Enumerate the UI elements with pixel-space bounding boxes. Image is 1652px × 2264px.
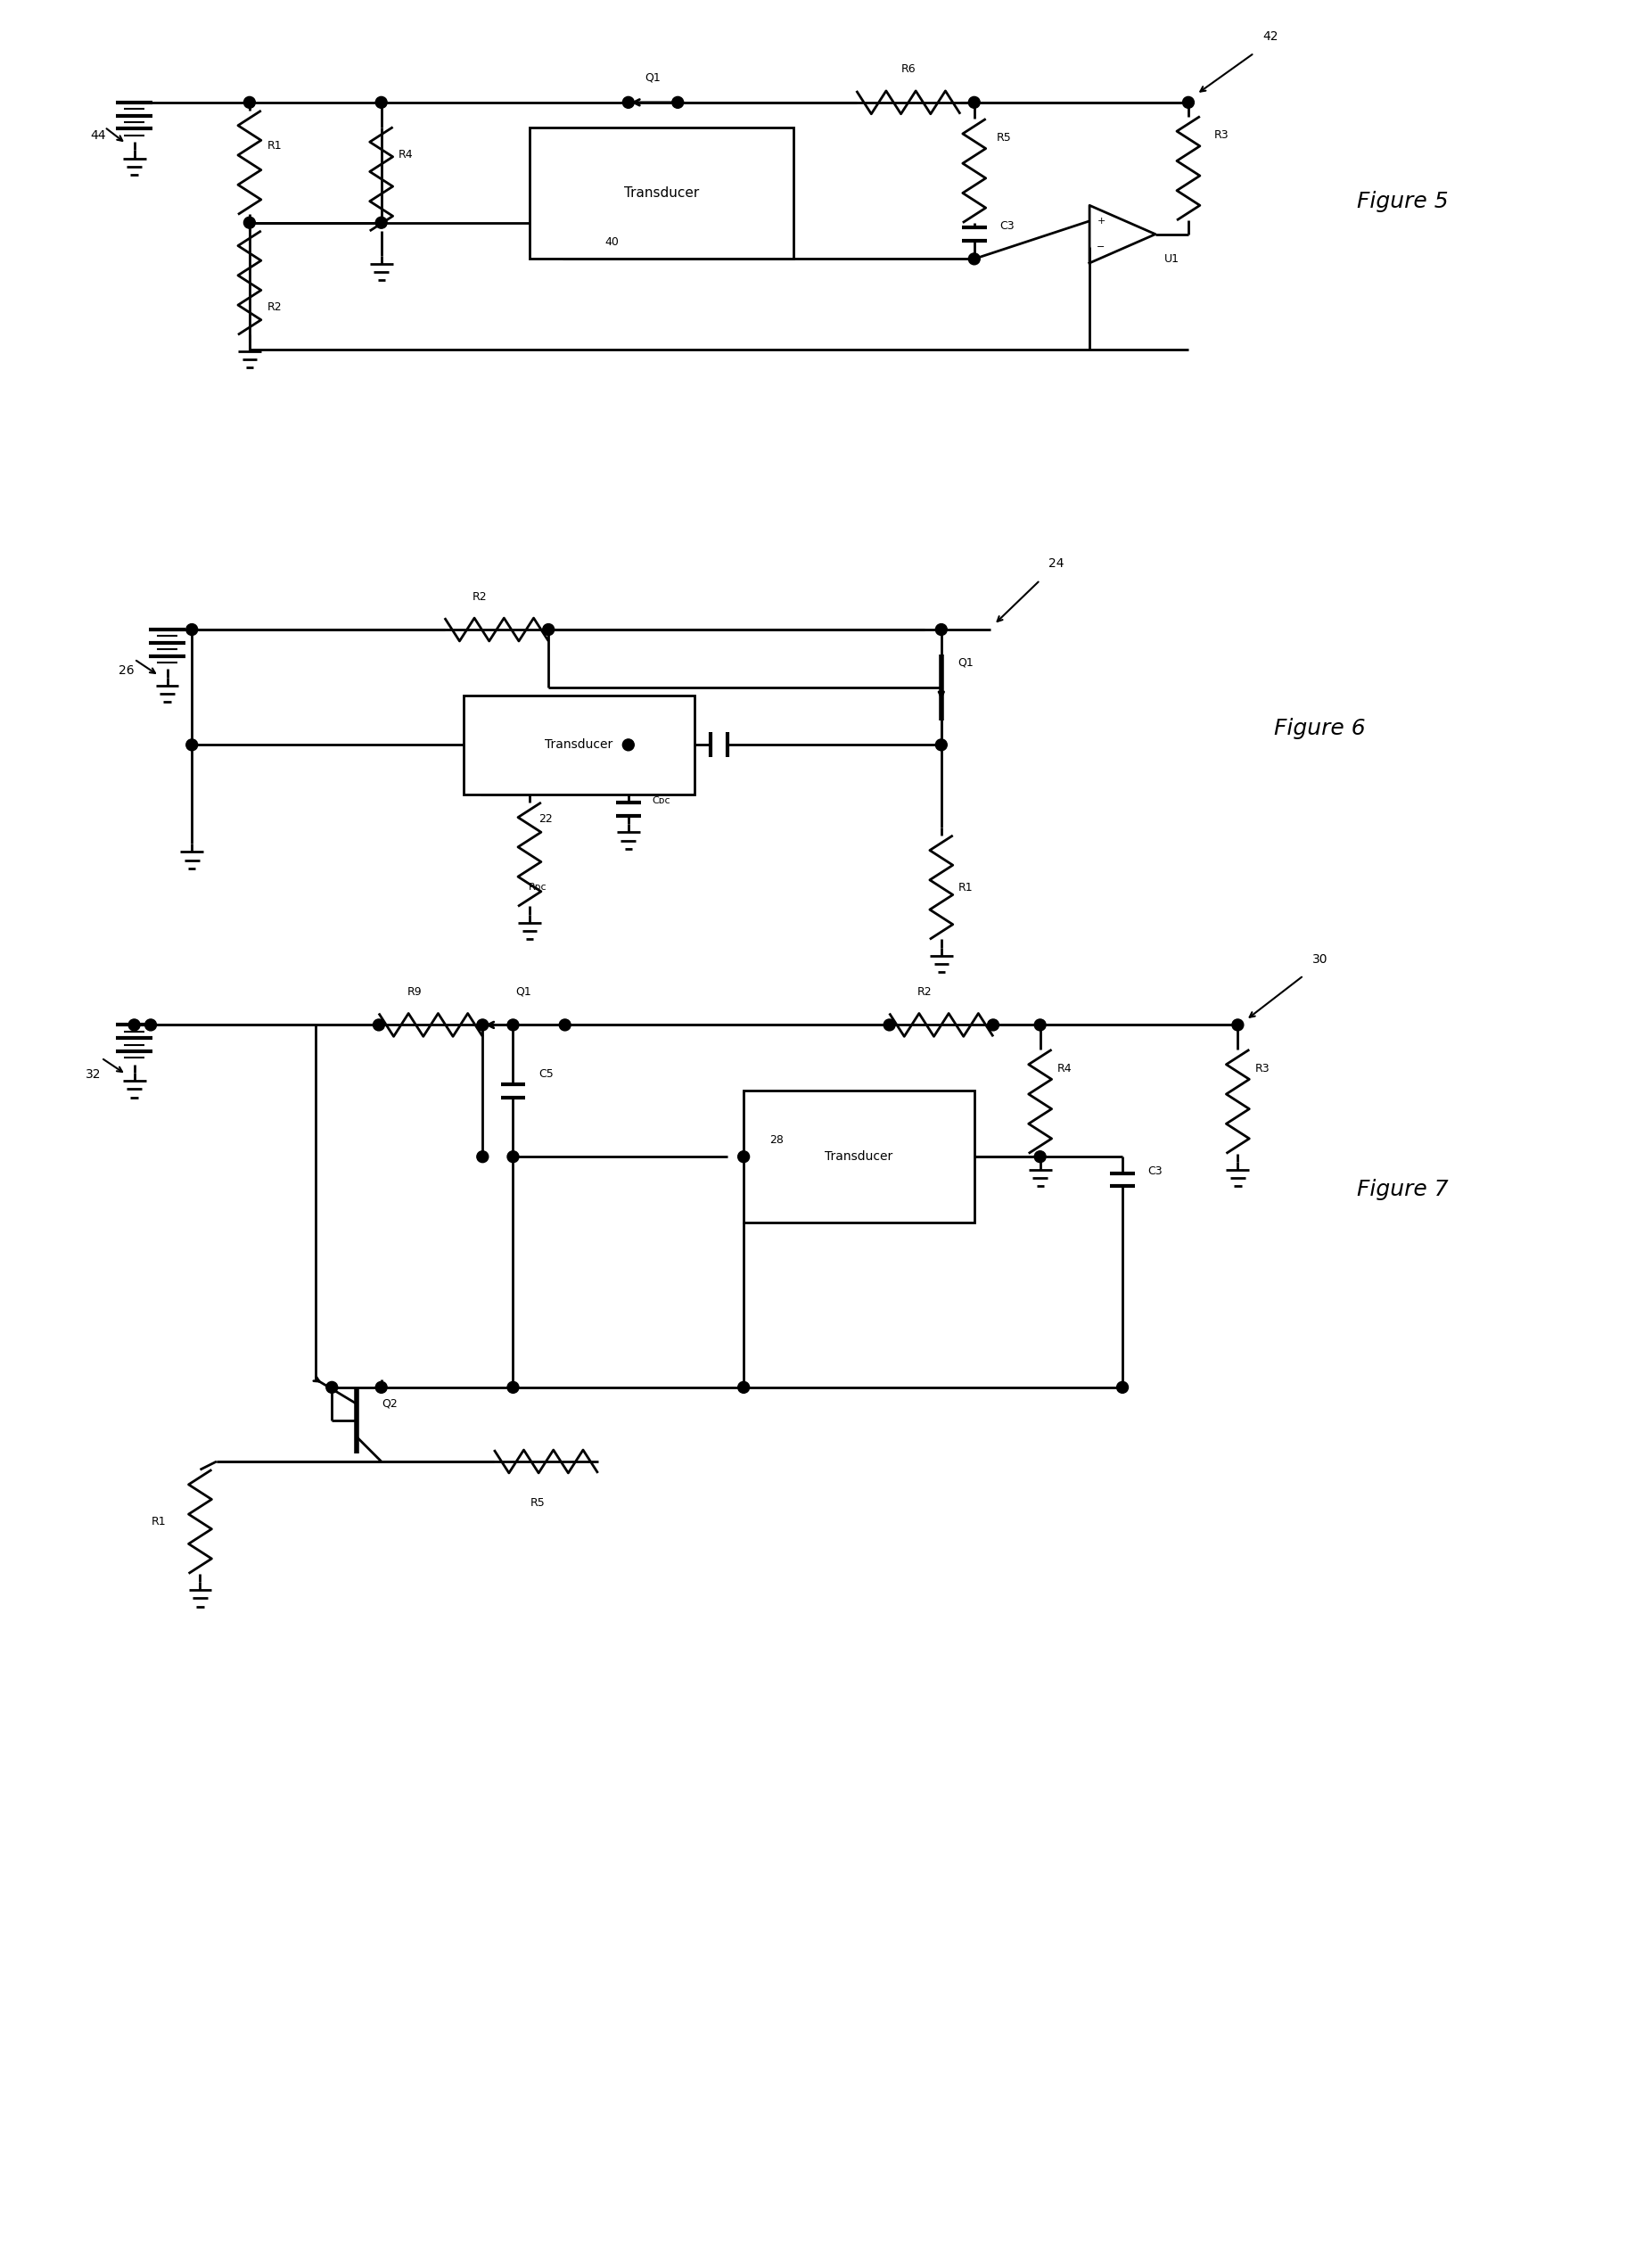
Text: 44: 44	[91, 129, 106, 143]
Circle shape	[375, 217, 387, 229]
Circle shape	[325, 1381, 337, 1392]
Circle shape	[145, 1019, 157, 1030]
Text: Transducer: Transducer	[624, 186, 699, 199]
Circle shape	[187, 625, 198, 636]
Text: R5: R5	[996, 131, 1011, 143]
Circle shape	[477, 1150, 489, 1161]
Text: 32: 32	[86, 1069, 101, 1080]
Text: Cᴅᴄ: Cᴅᴄ	[653, 797, 671, 806]
Circle shape	[968, 97, 980, 109]
Text: 30: 30	[1312, 953, 1328, 964]
Text: Figure 7: Figure 7	[1356, 1180, 1449, 1200]
Circle shape	[544, 625, 553, 636]
Circle shape	[935, 738, 947, 752]
Circle shape	[1232, 1019, 1244, 1030]
Text: C3: C3	[1148, 1166, 1163, 1177]
Circle shape	[935, 625, 947, 636]
Circle shape	[187, 738, 198, 752]
Text: 22: 22	[539, 813, 553, 824]
Text: R3: R3	[1256, 1062, 1270, 1075]
Text: R9: R9	[406, 987, 421, 998]
Text: Q1: Q1	[515, 987, 532, 998]
Text: 24: 24	[1049, 557, 1064, 571]
Circle shape	[375, 97, 387, 109]
Bar	[530, 127, 793, 258]
Circle shape	[507, 1150, 519, 1161]
Circle shape	[1034, 1019, 1046, 1030]
Text: C3: C3	[999, 220, 1014, 231]
Text: R2: R2	[917, 987, 932, 998]
Text: 28: 28	[770, 1134, 783, 1146]
Text: 40: 40	[605, 238, 620, 249]
Text: Rᴅᴄ: Rᴅᴄ	[529, 883, 547, 892]
Text: R2: R2	[268, 301, 281, 312]
Text: 42: 42	[1262, 29, 1279, 43]
Circle shape	[373, 1019, 385, 1030]
Circle shape	[623, 97, 634, 109]
Text: Transducer: Transducer	[545, 738, 613, 752]
Text: R1: R1	[958, 881, 973, 894]
Circle shape	[244, 217, 256, 229]
Text: Figure 6: Figure 6	[1274, 718, 1366, 738]
Circle shape	[1034, 1150, 1046, 1161]
Circle shape	[129, 1019, 140, 1030]
Circle shape	[1117, 1381, 1128, 1392]
Text: Figure 5: Figure 5	[1356, 190, 1449, 213]
Circle shape	[507, 1381, 519, 1392]
Circle shape	[988, 1019, 999, 1030]
Text: −: −	[1097, 242, 1105, 251]
Circle shape	[477, 1019, 489, 1030]
Text: R5: R5	[530, 1497, 545, 1508]
Circle shape	[884, 1019, 895, 1030]
Circle shape	[558, 1019, 570, 1030]
Circle shape	[507, 1019, 519, 1030]
Text: R1: R1	[152, 1517, 167, 1528]
Text: Q1: Q1	[646, 72, 661, 84]
Text: R3: R3	[1214, 129, 1229, 140]
Circle shape	[968, 254, 980, 265]
Circle shape	[1183, 97, 1194, 109]
Circle shape	[738, 1381, 750, 1392]
Text: C5: C5	[539, 1069, 553, 1080]
Text: Q2: Q2	[382, 1397, 398, 1410]
Bar	[464, 695, 694, 795]
Text: U1: U1	[1165, 254, 1180, 265]
Circle shape	[623, 738, 634, 752]
Text: 26: 26	[119, 666, 134, 677]
Text: Transducer: Transducer	[824, 1150, 894, 1164]
Circle shape	[672, 97, 684, 109]
Text: R2: R2	[472, 591, 487, 602]
Circle shape	[244, 97, 256, 109]
Text: R4: R4	[1057, 1062, 1072, 1075]
Text: Q1: Q1	[958, 657, 975, 668]
Text: R1: R1	[268, 140, 281, 152]
Circle shape	[375, 1381, 387, 1392]
Circle shape	[738, 1150, 750, 1161]
Text: +: +	[1097, 217, 1105, 226]
Bar	[743, 1091, 975, 1223]
Text: R4: R4	[398, 149, 413, 161]
Text: R6: R6	[900, 63, 915, 75]
